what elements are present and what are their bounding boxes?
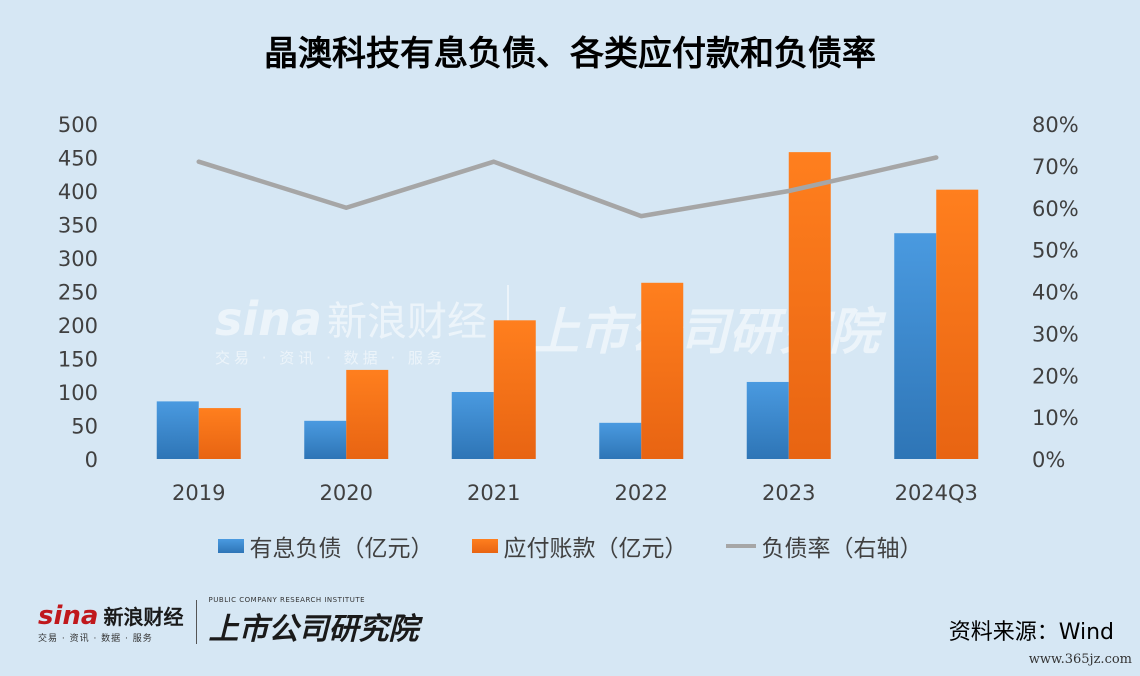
x-category-label: 2019 [172,481,225,505]
x-category-label: 2022 [615,481,668,505]
y-left-tick-label: 150 [58,348,98,372]
legend-item: 负债率（右轴） [725,529,923,563]
footer-sina-cn: 新浪财经 [103,604,184,629]
legend-item: 有息负债（亿元） [217,529,434,563]
debt-ratio-line [196,155,939,219]
footer-logo: sina 新浪财经 交易 · 资讯 · 数据 · 服务 PUBLIC COMPA… [38,596,419,648]
legend-swatch [471,539,498,553]
x-category-label: 2024Q3 [895,481,978,505]
footer-divider [195,600,197,644]
footer-sina-sub: 交易 · 资讯 · 数据 · 服务 [38,633,153,644]
y-left-tick-label: 0 [85,448,98,472]
source-note: 资料来源：Wind [948,620,1114,645]
y-left-tick-label: 250 [58,281,98,305]
y-left-tick-label: 500 [58,113,98,137]
legend-swatch [217,539,244,553]
legend-label: 应付账款（亿元） [503,536,688,562]
y-right-tick-label: 30% [1032,322,1079,346]
y-right-tick-label: 10% [1032,406,1079,430]
y-left-tick-label: 50 [71,415,98,439]
y-right-tick-label: 40% [1032,281,1079,305]
y-left-tick-label: 100 [58,381,98,405]
footer-institute-en: PUBLIC COMPANY RESEARCH INSTITUTE [208,596,366,604]
y-left-tick-label: 350 [58,214,98,238]
x-category-label: 2021 [467,481,520,505]
y-left-tick-label: 450 [58,147,98,171]
bar-interest-debt-2021 [451,392,494,459]
bar-interest-debt-2022 [599,422,642,459]
bar-interest-debt-2020 [304,420,347,459]
legend: 有息负债（亿元） 应付账款（亿元） 负债率（右轴） [0,529,1140,563]
y-left-tick-label: 300 [58,247,98,271]
legend-label: 有息负债（亿元） [249,536,434,562]
bar-interest-debt-2019 [156,401,199,459]
footer-institute: 上市公司研究院 [208,612,419,647]
y-right-tick-label: 20% [1032,364,1079,388]
bar-payables-2019 [198,408,241,459]
footer-sina-logo: sina [38,600,99,631]
site-watermark: www.365jz.com [1028,652,1132,667]
y-left-tick-label: 200 [58,314,98,338]
bar-payables-2023 [788,152,831,459]
bar-payables-2024Q3 [936,189,979,459]
y-right-tick-label: 60% [1032,197,1079,221]
legend-swatch [725,544,756,548]
y-left-tick-label: 400 [58,180,98,204]
x-category-label: 2020 [320,481,373,505]
legend-item: 应付账款（亿元） [471,529,688,563]
bar-payables-2020 [346,369,389,459]
x-category-label: 2023 [762,481,815,505]
bar-payables-2022 [641,282,684,459]
y-right-tick-label: 50% [1032,239,1079,263]
y-right-tick-label: 70% [1032,155,1079,179]
bar-interest-debt-2023 [746,381,789,459]
legend-label: 负债率（右轴） [761,536,923,562]
bar-payables-2021 [493,320,536,459]
bar-interest-debt-2024Q3 [894,233,937,459]
y-right-tick-label: 80% [1032,113,1079,137]
y-right-tick-label: 0% [1032,448,1065,472]
chart-title: 晶澳科技有息负债、各类应付款和负债率 [264,34,876,74]
